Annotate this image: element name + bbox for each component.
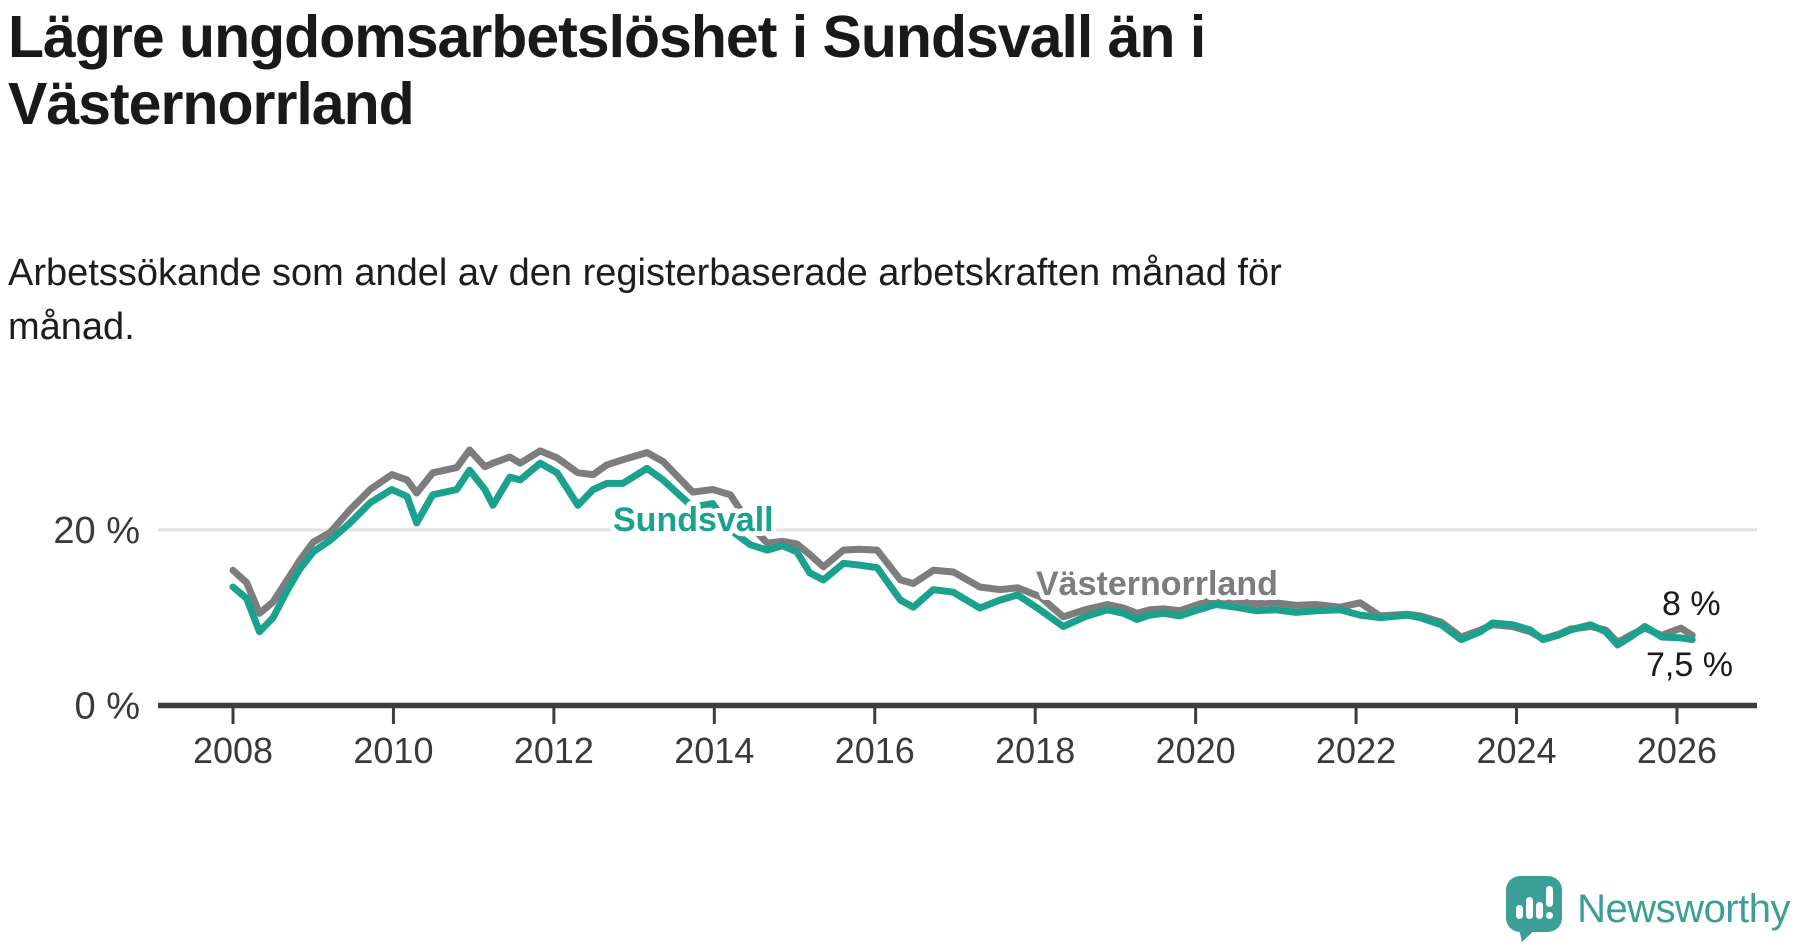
y-tick-label-20: 20 % [53,510,140,552]
series-line-sundsvall [229,459,1696,649]
end-value-label-sundsvall: 7,5 % [1646,646,1733,684]
x-tick-label-2018: 2018 [995,730,1075,771]
x-tick-label-2014: 2014 [674,730,754,771]
y-tick-label-0: 0 % [75,686,140,728]
x-tick-label-2010: 2010 [353,730,433,771]
page-title-line-1: Lägre ungdomsarbetslöshet i Sundsvall än… [8,4,1206,70]
end-value-label-vasternorrland: 8 % [1662,585,1721,623]
series-label-sundsvall: Sundsvall [613,501,774,539]
newsworthy-logo: Newsworthy [1505,876,1790,942]
x-tick-label-2008: 2008 [193,730,273,771]
x-tick-label-2026: 2026 [1637,730,1717,771]
x-tick-label-2020: 2020 [1156,730,1236,771]
chart-subtitle-line-2: månad. [8,306,135,348]
series-line-vasternorrland [229,446,1696,646]
chart-subtitle-line-1: Arbetssökande som andel av den registerb… [8,252,1282,294]
page-title-line-2: Västernorrland [8,71,415,137]
chart-subtitle: Arbetssökande som andel av den registerb… [8,246,1468,354]
x-tick-label-2016: 2016 [835,730,915,771]
x-tick-label-2012: 2012 [514,730,594,771]
x-tick-label-2024: 2024 [1476,730,1556,771]
header: Lägre ungdomsarbetslöshet i Sundsvall än… [8,4,1428,138]
newsworthy-speech-bubble-barchart-icon [1506,876,1563,942]
series-label-vasternorrland: Västernorrland [1036,565,1278,603]
newsworthy-logo-text: Newsworthy [1577,886,1790,931]
x-tick-label-2022: 2022 [1316,730,1396,771]
